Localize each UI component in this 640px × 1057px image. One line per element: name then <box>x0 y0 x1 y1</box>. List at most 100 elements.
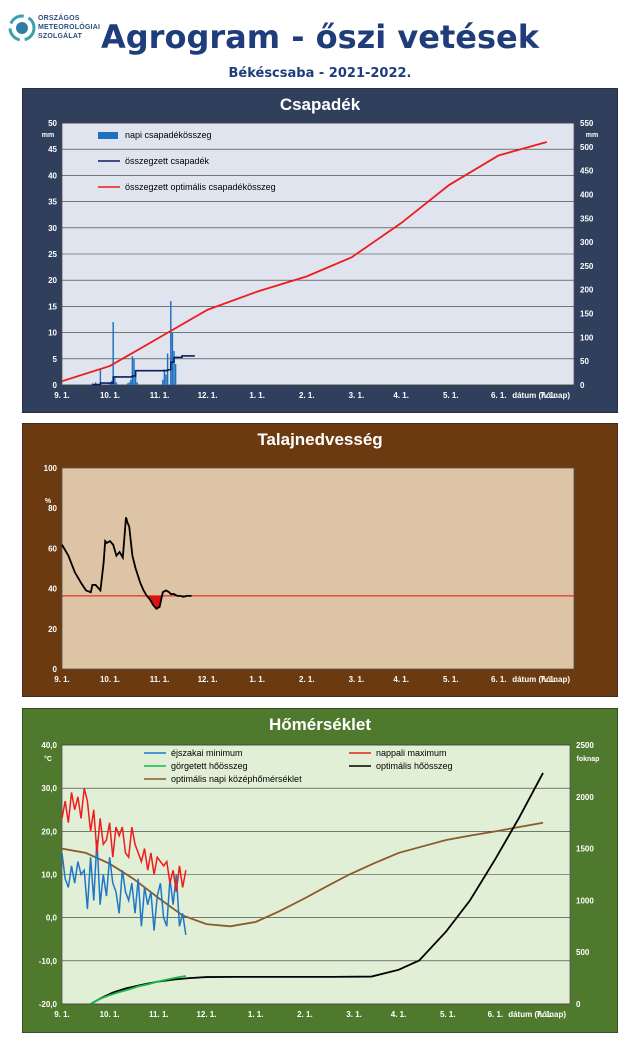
y-tick-label-right: 2000 <box>576 793 594 802</box>
soil-moisture-line <box>61 517 192 610</box>
plot-area <box>61 467 575 670</box>
logo-line-2: METEOROLÓGIAI <box>38 24 101 31</box>
precip-bar <box>128 382 130 385</box>
x-tick-label: 1. 1. <box>249 675 265 684</box>
x-tick-label: 12. 1. <box>196 1010 216 1019</box>
x-tick-label: 7. 1. <box>541 675 557 684</box>
optimal-mean-temp-line <box>61 821 544 928</box>
precip-bar <box>173 350 175 385</box>
x-tick-label: 3. 1. <box>349 391 365 400</box>
y-tick-label-left: 40,0 <box>41 741 57 750</box>
y-tick-label-left: 60 <box>48 544 57 553</box>
y-tick-label-left: -20,0 <box>39 1000 58 1009</box>
x-tick-label: 5. 1. <box>440 1010 456 1019</box>
x-tick-label: 12. 1. <box>198 675 218 684</box>
y-tick-label-left: 5 <box>53 355 58 364</box>
y-tick-label-left: 40 <box>48 585 57 594</box>
y-tick-label-left: 50 <box>48 119 57 128</box>
y-tick-label-left: 25 <box>48 250 57 259</box>
x-tick-label: 2. 1. <box>299 675 315 684</box>
legend-label: összegzett csapadék <box>125 156 210 166</box>
y-tick-label-right: 450 <box>580 167 594 176</box>
precip-bar <box>99 369 102 385</box>
y-tick-label-right: 1000 <box>576 896 594 905</box>
omsz-logo: ORSZÁGOS METEOROLÓGIAI SZOLGÁLAT <box>8 14 118 54</box>
y-tick-label-left: 20 <box>48 276 57 285</box>
x-tick-label: 7. 1. <box>541 391 557 400</box>
precip-bar <box>134 374 137 385</box>
precip-bar <box>171 332 174 385</box>
legend-label: optimális napi középhőmérséklet <box>171 774 302 784</box>
x-tick-label: 10. 1. <box>100 391 120 400</box>
y-tick-label-left: 0 <box>53 381 58 390</box>
x-tick-label: 11. 1. <box>149 1010 169 1019</box>
x-axis-label: dátum (hó.nap) <box>508 1010 566 1019</box>
x-tick-label: 4. 1. <box>393 391 409 400</box>
x-axis-label: dátum (hó.nap) <box>512 675 570 684</box>
y-tick-label-left: 80 <box>48 504 57 513</box>
precip-bar <box>133 358 135 385</box>
x-tick-label: 6. 1. <box>488 1010 504 1019</box>
legend-label: napi csapadékösszeg <box>125 130 212 140</box>
y-tick-label-right: 100 <box>580 333 594 342</box>
y-tick-label-left: 20,0 <box>41 827 57 836</box>
y-tick-label-left: 0 <box>53 665 58 674</box>
y-tick-label-left: 10,0 <box>41 871 57 880</box>
optimal-precip-line <box>61 141 548 383</box>
x-tick-label: 5. 1. <box>443 391 459 400</box>
y-tick-label-right: 500 <box>576 948 590 957</box>
precip-bar <box>109 382 111 385</box>
y-axis-label-right: foknap <box>577 756 600 763</box>
y-tick-label-right: 500 <box>580 143 594 152</box>
y-tick-label-right: 0 <box>576 1000 581 1009</box>
chart-title: Csapadék <box>280 95 361 114</box>
y-tick-label-left: 100 <box>44 464 58 473</box>
precip-bar <box>115 382 118 385</box>
x-tick-label: 10. 1. <box>100 1010 120 1019</box>
precip-bar <box>163 369 166 385</box>
precip-bar <box>165 374 167 385</box>
x-tick-label: 3. 1. <box>349 675 365 684</box>
precip-bar <box>162 379 164 385</box>
x-tick-label: 1. 1. <box>248 1010 264 1019</box>
chart-title: Hőmérséklet <box>269 715 371 734</box>
y-tick-label-left: 40 <box>48 171 57 180</box>
y-tick-label-left: 45 <box>48 145 57 154</box>
y-tick-label-left: 15 <box>48 302 57 311</box>
y-tick-label-right: 2500 <box>576 741 594 750</box>
precip-bar <box>112 322 114 385</box>
page-title: Agrogram - őszi vetések <box>101 18 539 56</box>
y-axis-label-left: mm <box>42 132 54 139</box>
x-tick-label: 11. 1. <box>150 675 170 684</box>
legend-label: nappali maximum <box>376 748 447 758</box>
cumulative-precip-line <box>92 355 195 386</box>
y-tick-label-left: 0,0 <box>46 914 58 923</box>
x-tick-label: 2. 1. <box>297 1010 313 1019</box>
x-tick-label: 9. 1. <box>54 391 70 400</box>
soil-moisture-chart: Talajnedvesség 0 20 40 60 80 100% 9. 1. 10. 1. 11… <box>22 423 618 697</box>
y-axis-label-right: mm <box>586 132 598 139</box>
logo-line-3: SZOLGÁLAT <box>38 33 83 40</box>
precip-bar <box>130 379 132 385</box>
rolling-heat-sum-line <box>90 975 186 1005</box>
y-axis-label-left: °C <box>44 755 52 763</box>
logo-emblem-icon <box>8 14 36 42</box>
y-tick-label-right: 0 <box>580 381 585 390</box>
legend-label: optimális hőösszeg <box>376 761 453 771</box>
y-tick-label-left: 35 <box>48 198 57 207</box>
y-tick-label-right: 150 <box>580 310 594 319</box>
y-tick-label-right: 400 <box>580 190 594 199</box>
x-tick-label: 4. 1. <box>391 1010 407 1019</box>
x-tick-label: 4. 1. <box>393 675 409 684</box>
precip-bar <box>170 301 172 385</box>
x-tick-label: 1. 1. <box>249 391 265 400</box>
x-tick-label: 9. 1. <box>54 1010 70 1019</box>
y-tick-label-left: 30 <box>48 224 57 233</box>
y-tick-label-left: 30,0 <box>41 784 57 793</box>
legend-swatch <box>98 132 118 139</box>
x-tick-label: 10. 1. <box>100 675 120 684</box>
precip-bar <box>94 382 97 385</box>
precip-bar <box>174 364 177 385</box>
day-max-line <box>61 787 187 892</box>
precip-bar <box>131 356 134 385</box>
